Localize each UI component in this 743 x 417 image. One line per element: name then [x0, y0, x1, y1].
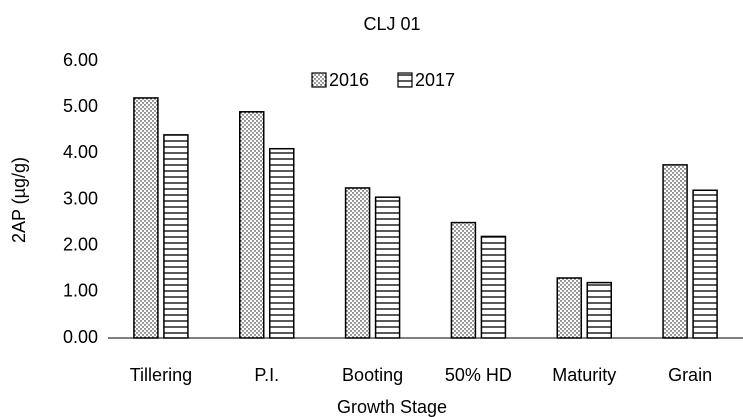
x-axis-label: Growth Stage — [337, 397, 447, 417]
bar — [344, 187, 371, 339]
bar — [450, 221, 477, 339]
y-axis-label: 2AP (µg/g) — [9, 157, 29, 243]
chart-title: CLJ 01 — [363, 14, 420, 34]
x-tick-label: Booting — [342, 365, 403, 385]
bar — [480, 235, 507, 339]
legend-label: 2016 — [329, 70, 369, 90]
bar — [556, 277, 582, 339]
x-tick-label: Maturity — [552, 365, 616, 385]
legend-label: 2017 — [415, 70, 455, 90]
y-tick-label: 2.00 — [63, 234, 98, 254]
x-tick-label: 50% HD — [445, 365, 512, 385]
x-tick-label: Grain — [668, 365, 712, 385]
bar — [239, 111, 265, 339]
bar — [133, 97, 159, 339]
y-tick-label: 3.00 — [63, 188, 98, 208]
bar — [163, 134, 189, 339]
x-tick-label: Tillering — [130, 365, 192, 385]
bar — [662, 164, 688, 339]
y-tick-label: 4.00 — [63, 142, 98, 162]
y-tick-label: 1.00 — [63, 281, 98, 301]
bar — [269, 147, 295, 339]
legend-swatch — [397, 72, 413, 88]
bar — [692, 189, 718, 339]
bar — [374, 196, 401, 339]
y-tick-label: 0.00 — [63, 327, 98, 347]
legend-swatch — [311, 72, 327, 88]
y-tick-label: 6.00 — [63, 50, 98, 70]
bar — [586, 281, 612, 339]
x-tick-label: P.I. — [254, 365, 279, 385]
y-tick-label: 5.00 — [63, 96, 98, 116]
